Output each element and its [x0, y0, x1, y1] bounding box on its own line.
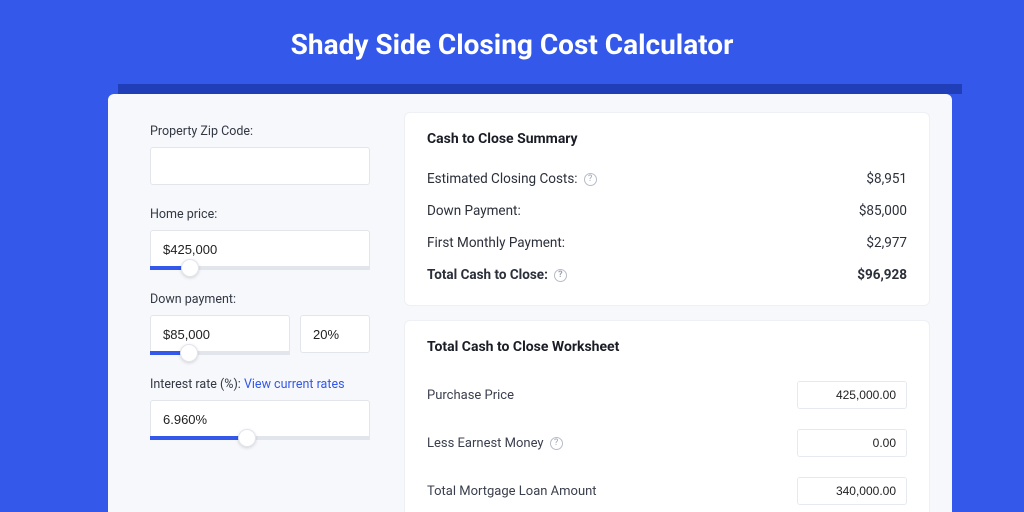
- worksheet-row-label: Total Mortgage Loan Amount: [427, 484, 597, 499]
- worksheet-row-label: Less Earnest Money: [427, 436, 544, 451]
- summary-row-down-payment: Down Payment: $85,000: [427, 195, 907, 227]
- down-payment-label: Down payment:: [150, 292, 370, 307]
- zip-field-group: Property Zip Code:: [150, 124, 370, 185]
- results-column: Cash to Close Summary Estimated Closing …: [394, 94, 952, 512]
- summary-row-label: Estimated Closing Costs:: [427, 171, 578, 187]
- interest-input[interactable]: [150, 400, 370, 438]
- summary-row-value: $85,000: [859, 203, 907, 219]
- summary-row-label: First Monthly Payment:: [427, 235, 565, 251]
- summary-title: Cash to Close Summary: [427, 131, 907, 147]
- summary-row-total: Total Cash to Close: ? $96,928: [427, 259, 907, 291]
- summary-row-value: $8,951: [866, 171, 907, 187]
- home-price-label: Home price:: [150, 207, 370, 222]
- worksheet-row-label: Purchase Price: [427, 388, 514, 403]
- zip-label: Property Zip Code:: [150, 124, 370, 139]
- interest-label-prefix: Interest rate (%):: [150, 377, 244, 392]
- worksheet-title: Total Cash to Close Worksheet: [427, 339, 907, 355]
- summary-row-value: $2,977: [866, 235, 907, 251]
- view-rates-link[interactable]: View current rates: [244, 377, 345, 392]
- summary-row-first-payment: First Monthly Payment: $2,977: [427, 227, 907, 259]
- inputs-sidebar: Property Zip Code: Home price: Down paym…: [108, 94, 394, 512]
- help-icon[interactable]: ?: [554, 269, 567, 282]
- home-price-input-wrap: [150, 230, 370, 270]
- down-payment-slider-thumb[interactable]: [180, 344, 198, 362]
- interest-field-group: Interest rate (%): View current rates: [150, 377, 370, 440]
- worksheet-row-mortgage-loan: Total Mortgage Loan Amount: [427, 467, 907, 512]
- summary-total-label: Total Cash to Close:: [427, 267, 548, 283]
- page-title: Shady Side Closing Cost Calculator: [0, 0, 1024, 83]
- interest-slider[interactable]: [150, 436, 370, 440]
- worksheet-earnest-money-input[interactable]: [797, 429, 907, 457]
- summary-row-label: Down Payment:: [427, 203, 521, 219]
- interest-input-wrap: [150, 400, 370, 440]
- home-price-slider[interactable]: [150, 266, 370, 270]
- zip-input[interactable]: [150, 147, 370, 185]
- interest-slider-fill: [150, 436, 247, 440]
- help-icon[interactable]: ?: [550, 437, 563, 450]
- home-price-slider-thumb[interactable]: [181, 259, 199, 277]
- interest-label: Interest rate (%): View current rates: [150, 377, 370, 392]
- summary-total-value: $96,928: [857, 267, 907, 283]
- down-payment-field-group: Down payment:: [150, 292, 370, 355]
- help-icon[interactable]: ?: [584, 173, 597, 186]
- down-payment-slider[interactable]: [150, 351, 290, 355]
- calculator-card: Property Zip Code: Home price: Down paym…: [108, 94, 952, 512]
- interest-slider-thumb[interactable]: [238, 429, 256, 447]
- worksheet-row-earnest-money: Less Earnest Money ?: [427, 419, 907, 467]
- summary-row-closing-costs: Estimated Closing Costs: ? $8,951: [427, 163, 907, 195]
- worksheet-mortgage-loan-input[interactable]: [797, 477, 907, 505]
- down-payment-input[interactable]: [150, 315, 290, 353]
- worksheet-panel: Total Cash to Close Worksheet Purchase P…: [404, 320, 930, 512]
- home-price-field-group: Home price:: [150, 207, 370, 270]
- down-payment-pct-input[interactable]: [300, 315, 370, 353]
- summary-panel: Cash to Close Summary Estimated Closing …: [404, 112, 930, 306]
- worksheet-purchase-price-input[interactable]: [797, 381, 907, 409]
- card-shadow: [118, 84, 962, 94]
- worksheet-row-purchase-price: Purchase Price: [427, 371, 907, 419]
